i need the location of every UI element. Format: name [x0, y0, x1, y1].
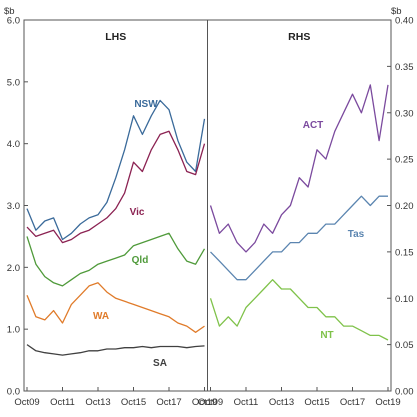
lhs-y-tick-label: 3.0 — [7, 201, 20, 212]
rhs-y-tick-label: 0.35 — [395, 62, 414, 73]
series-label-act: ACT — [303, 120, 324, 131]
rhs-x-tick-label: Oct15 — [304, 397, 329, 408]
lhs-y-tick-label: 2.0 — [7, 263, 20, 274]
rhs-unit-label: $b — [391, 6, 402, 17]
lhs-y-tick-label: 6.0 — [7, 16, 20, 27]
series-line-act — [209, 84, 389, 253]
lhs-y-tick-label: 1.0 — [7, 325, 20, 336]
rhs-y-tick-label: 0.40 — [395, 16, 414, 27]
rhs-y-tick-label: 0.00 — [395, 387, 414, 398]
chart-root: 0.0 1.0 2.0 3.0 4.0 5.0 6.0 0.00 0.05 0.10 0.15 0.2… — [4, 6, 414, 408]
lhs-x-tick-label: Oct11 — [50, 397, 75, 408]
rhs-x-tick-label: Oct09 — [198, 397, 223, 408]
series-line-vic — [26, 130, 206, 244]
lhs-x-tick-label: Oct17 — [156, 397, 181, 408]
lhs-y-tick-label: 5.0 — [7, 77, 20, 88]
rhs-y-tick-label: 0.10 — [395, 294, 414, 305]
lhs-y-tick-label: 0.0 — [7, 387, 20, 398]
lhs-x-tick-label: Oct13 — [85, 397, 110, 408]
series-line-tas — [210, 195, 388, 281]
series-label-vic: Vic — [130, 207, 145, 218]
rhs-y-tick-label: 0.20 — [395, 201, 414, 212]
series-label-tas: Tas — [348, 229, 365, 240]
rhs-y-tick-label: 0.25 — [395, 155, 414, 166]
series-line-sa — [26, 344, 205, 356]
lhs-x-tick-label: Oct09 — [14, 397, 39, 408]
series-line-qld — [26, 232, 206, 287]
lhs-y-tick-label: 4.0 — [7, 139, 20, 150]
series-label-wa: WA — [93, 311, 109, 322]
rhs-y-tick-label: 0.05 — [395, 340, 414, 351]
rhs-x-tick-label: Oct11 — [234, 397, 259, 408]
series-label-sa: SA — [153, 358, 167, 369]
series-line-nt — [209, 279, 389, 341]
rhs-x-tick-label: Oct13 — [269, 397, 294, 408]
lhs-x-tick-label: Oct15 — [121, 397, 146, 408]
rhs-panel-label: RHS — [288, 31, 310, 43]
lhs-panel-label: LHS — [105, 31, 126, 43]
rhs-x-tick-label: Oct17 — [340, 397, 365, 408]
series-label-nsw: NSW — [134, 99, 158, 110]
lhs-unit-label: $b — [4, 6, 15, 17]
lhs-x-tick-label: Oct19 — [192, 397, 217, 408]
rhs-x-tick-label: Oct19 — [375, 397, 400, 408]
series-line-nsw — [26, 99, 206, 241]
series-label-qld: Qld — [132, 255, 149, 266]
rhs-y-tick-label: 0.30 — [395, 108, 414, 119]
series-label-nt: NT — [320, 330, 333, 341]
series-line-wa — [26, 282, 205, 333]
rhs-y-tick-label: 0.15 — [395, 247, 414, 258]
